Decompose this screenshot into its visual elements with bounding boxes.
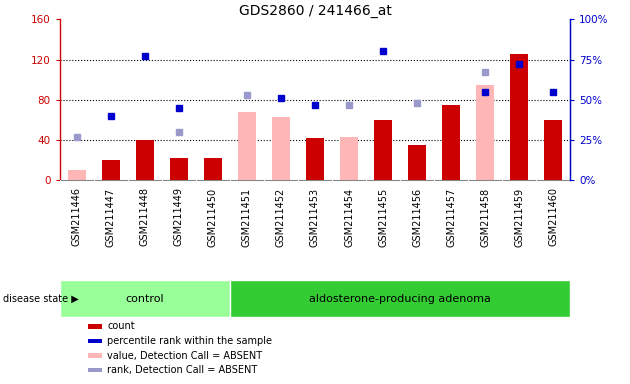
Text: GSM211451: GSM211451 [242, 187, 252, 247]
Text: GSM211459: GSM211459 [514, 187, 524, 247]
Text: GSM211460: GSM211460 [548, 187, 558, 247]
Bar [169, 158, 188, 180]
Text: GSM211449: GSM211449 [174, 187, 184, 247]
Bar [510, 55, 529, 180]
Bar [101, 161, 120, 180]
Text: GSM211453: GSM211453 [310, 187, 320, 247]
Text: GSM211456: GSM211456 [412, 187, 422, 247]
Bar [203, 158, 222, 180]
Bar [135, 140, 154, 180]
Bar [203, 158, 222, 180]
Text: GSM211448: GSM211448 [140, 187, 150, 247]
Text: GSM211457: GSM211457 [446, 187, 456, 247]
Text: control: control [125, 293, 164, 304]
Title: GDS2860 / 241466_at: GDS2860 / 241466_at [239, 4, 391, 18]
Bar [408, 145, 427, 180]
Text: GSM211447: GSM211447 [106, 187, 116, 247]
Text: GSM211450: GSM211450 [208, 187, 218, 247]
Bar [442, 105, 461, 180]
Bar [306, 138, 324, 180]
Bar [67, 170, 86, 180]
Text: disease state ▶: disease state ▶ [3, 293, 79, 304]
Bar [272, 117, 290, 180]
Text: GSM211458: GSM211458 [480, 187, 490, 247]
Text: GSM211455: GSM211455 [378, 187, 388, 247]
Bar [476, 85, 495, 180]
Bar [374, 120, 392, 180]
Text: count: count [107, 321, 135, 331]
Bar [544, 120, 563, 180]
Text: GSM211452: GSM211452 [276, 187, 286, 247]
Bar [60, 280, 230, 317]
Text: GSM211446: GSM211446 [72, 187, 82, 247]
Text: percentile rank within the sample: percentile rank within the sample [107, 336, 272, 346]
Bar [238, 112, 256, 180]
Text: GSM211454: GSM211454 [344, 187, 354, 247]
Bar [340, 137, 358, 180]
Text: value, Detection Call = ABSENT: value, Detection Call = ABSENT [107, 351, 262, 361]
Text: aldosterone-producing adenoma: aldosterone-producing adenoma [309, 293, 491, 304]
Text: rank, Detection Call = ABSENT: rank, Detection Call = ABSENT [107, 365, 257, 375]
Bar [230, 280, 570, 317]
